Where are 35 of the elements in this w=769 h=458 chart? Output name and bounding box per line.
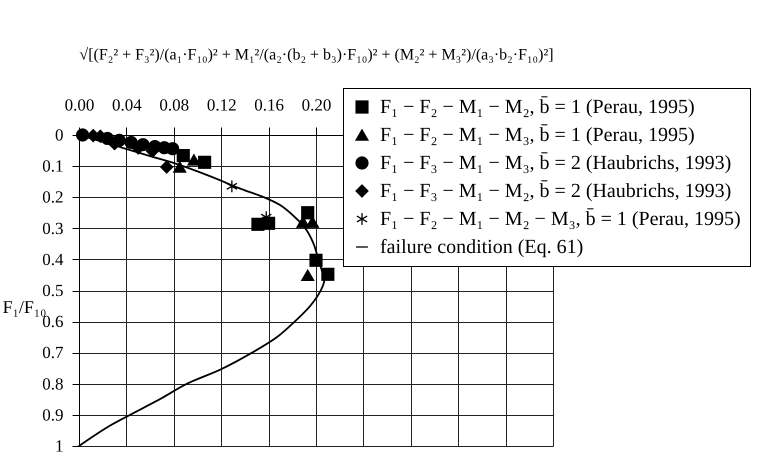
y-tick-label: 0.1 bbox=[42, 156, 64, 176]
legend-label: failure condition (Eq. 61) bbox=[380, 236, 584, 258]
point bbox=[309, 254, 323, 267]
point bbox=[198, 156, 212, 169]
point bbox=[166, 142, 180, 156]
x-tick-label: 0.08 bbox=[159, 96, 190, 114]
legend-label: F₁ − F₂ − M₁ − M₃, b̄ = 1 (Perau, 1995) bbox=[380, 124, 695, 146]
point bbox=[301, 269, 314, 282]
point bbox=[173, 161, 186, 173]
x-tick-label: 0.04 bbox=[112, 96, 142, 114]
legend-label: F₁ − F₃ − M₁ − M₃, b̄ = 2 (Haubrichs, 1993) bbox=[380, 152, 732, 174]
y-tick-label: 0.4 bbox=[42, 250, 64, 269]
x-axis-title: √[(F₂² + F₃²)/(a₁·F₁₀)² + M₁²/(a₂·(b₂ + b₃)·F₁₀)² + (M₂² + M₃²)/(a₃·b₂·F₁₀)²] bbox=[79, 46, 554, 64]
y-axis-title: F₁/F₁₀ bbox=[2, 297, 46, 318]
point bbox=[176, 148, 190, 162]
x-tick-label: 0.12 bbox=[206, 96, 237, 114]
legend-label: F₁ − F₂ − M₁ − M₂ − M₃, b̄ = 1 (Perau, 1995) bbox=[380, 208, 741, 230]
point bbox=[301, 206, 314, 220]
y-tick-label: 0.7 bbox=[42, 343, 64, 362]
x-tick-label: 0.16 bbox=[254, 96, 284, 114]
y-tick-label: 0.5 bbox=[42, 281, 64, 300]
x-tick-label: 0.00 bbox=[64, 96, 94, 114]
y-tick-label: 1 bbox=[55, 436, 64, 456]
legend-label: F₁ − F₃ − M₁ − M₂, b̄ = 2 (Haubrichs, 1993) bbox=[380, 180, 732, 202]
y-tick-label: 0.3 bbox=[42, 218, 64, 238]
point bbox=[296, 216, 310, 228]
x-tick-label: 0.20 bbox=[302, 96, 332, 114]
y-tick-label: 0.8 bbox=[42, 374, 64, 394]
point bbox=[321, 268, 334, 281]
point bbox=[226, 180, 238, 193]
y-tick-label: 0.2 bbox=[42, 188, 64, 207]
legend-label: F₁ − F₂ − M₁ − M₂, b̄ = 1 (Perau, 1995) bbox=[380, 96, 695, 118]
point bbox=[160, 160, 174, 174]
y-tick-label: 0.9 bbox=[42, 405, 64, 424]
y-tick-label: 0 bbox=[55, 126, 64, 144]
